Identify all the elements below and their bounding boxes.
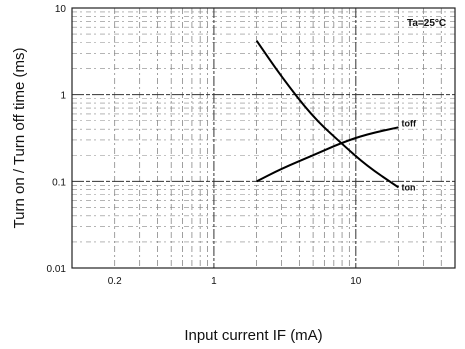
series-label-ton: ton xyxy=(402,182,416,192)
x-tick-label: 1 xyxy=(211,276,217,287)
y-tick-label: 1 xyxy=(60,91,66,102)
x-axis-title: Input current IF (mA) xyxy=(184,327,322,344)
y-tick-label: 10 xyxy=(55,4,67,15)
y-tick-labels: 10 1 0.1 0.01 xyxy=(47,4,67,275)
major-grid xyxy=(71,7,455,269)
series-label-toff: toff xyxy=(402,118,417,128)
y-tick-label: 0.1 xyxy=(52,177,66,188)
series-line-ton xyxy=(255,40,400,189)
x-tick-label: 10 xyxy=(350,276,362,287)
y-axis-title: Turn on / Turn off time (ms) xyxy=(11,48,28,229)
temperature-annotation: Ta=25°C xyxy=(407,18,446,29)
y-tick-label: 0.01 xyxy=(47,264,67,275)
x-tick-label: 0.2 xyxy=(108,276,122,287)
plot-frame xyxy=(71,7,456,269)
minor-grid xyxy=(72,8,456,268)
series-line-toff xyxy=(256,126,399,183)
x-tick-labels: 0.2 1 10 xyxy=(108,276,362,287)
series-layer: ton toff xyxy=(255,40,417,192)
